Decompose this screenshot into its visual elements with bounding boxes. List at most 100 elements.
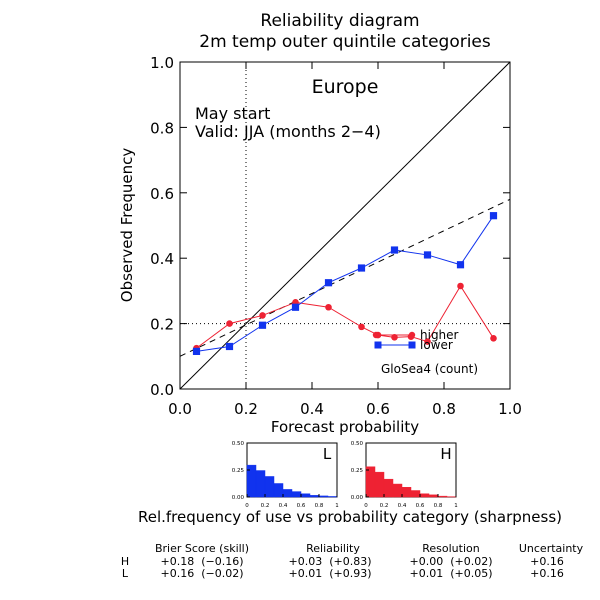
histogram-y-tick-label: 0.25 — [232, 468, 245, 474]
data-point-higher — [325, 303, 332, 311]
data-point-higher — [259, 312, 266, 319]
data-point-lower — [324, 279, 333, 287]
y-tick-label: 0.6 — [150, 185, 174, 203]
x-tick-label: 0.0 — [168, 400, 192, 418]
histogram-x-tick-label: 0.8 — [315, 503, 324, 509]
data-point-higher — [391, 334, 398, 341]
score-row-h-brier: +0.18 (−0.16) — [161, 555, 244, 568]
histogram-y-tick-label: 0.25 — [351, 468, 364, 474]
series-line-lower — [196, 215, 494, 352]
y-tick-label: 0.8 — [150, 119, 174, 137]
histogram-x-tick-label: 1 — [454, 503, 458, 509]
data-point-lower — [192, 347, 201, 355]
histogram-bar — [318, 495, 329, 498]
data-point-higher — [424, 338, 431, 345]
histogram-bar — [300, 493, 311, 498]
data-point-higher — [358, 323, 365, 331]
histogram-bar — [291, 491, 302, 498]
x-tick-label: 0.4 — [300, 400, 324, 418]
histogram-bar — [410, 490, 421, 498]
histogram-y-tick-label: 0.00 — [351, 495, 364, 501]
reference-lines — [179, 61, 511, 390]
score-table: Brier Score (skill) Reliability Resoluti… — [121, 542, 584, 580]
score-header-uncertainty: Uncertainty — [519, 542, 584, 555]
histogram-bar — [428, 494, 439, 498]
score-row-h-resolution: +0.00 (+0.02) — [410, 555, 493, 568]
y-tick-label: 1.0 — [150, 54, 174, 72]
data-point-higher — [457, 282, 464, 290]
histogram-x-tick-label: 0.2 — [380, 503, 389, 509]
histogram-bar — [327, 496, 338, 498]
y-axis-label: Observed Frequency — [118, 148, 136, 303]
histogram-bar — [255, 470, 266, 498]
histogram-y-tick-label: 0.50 — [351, 441, 364, 447]
skill-trend-line — [179, 198, 511, 357]
x-tick-label: 0.8 — [432, 400, 456, 418]
series-line-higher — [196, 285, 494, 349]
histogram-bar — [282, 489, 293, 498]
x-tick-label: 0.6 — [366, 400, 390, 418]
model-label: GloSea4 (count) — [381, 362, 478, 376]
data-point-higher — [226, 320, 233, 327]
score-row-h-reliability: +0.03 (+0.83) — [289, 555, 372, 568]
histogram-x-tick-label: 0.8 — [434, 503, 443, 509]
score-row-l-brier: +0.16 (−0.02) — [161, 567, 244, 580]
score-row-h-uncertainty: +0.16 — [530, 555, 564, 568]
legend-lower-marker-right — [408, 341, 416, 349]
histogram-bar — [383, 478, 394, 498]
x-tick-label: 0.2 — [234, 400, 258, 418]
score-row-l-uncertainty: +0.16 — [530, 567, 564, 580]
histogram-x-tick-label: 0.4 — [279, 503, 288, 509]
histogram-bar — [365, 466, 376, 498]
y-tick-label: 0.4 — [150, 250, 174, 268]
score-header-reliability: Reliability — [306, 542, 360, 555]
histogram-x-tick-label: 1 — [335, 503, 339, 509]
histogram-bar — [264, 476, 275, 498]
legend-higher-marker-right — [408, 331, 416, 339]
score-row-l-label: L — [122, 567, 129, 580]
histogram-y-tick-label: 0.50 — [232, 441, 245, 447]
histogram-bar — [437, 495, 448, 498]
perfect-reliability-diagonal — [179, 61, 511, 390]
histogram-x-tick-label: 0 — [364, 503, 368, 509]
legend-lower-marker-left — [374, 341, 382, 349]
score-row-l-resolution: +0.01 (+0.05) — [410, 567, 493, 580]
sharpness-caption: Rel.frequency of use vs probability cate… — [138, 508, 562, 526]
histogram-title: L — [323, 445, 332, 463]
histogram-x-tick-label: 0.2 — [261, 503, 270, 509]
data-point-lower — [489, 212, 498, 220]
data-point-lower — [258, 321, 267, 329]
y-tick-label: 0.2 — [150, 316, 174, 334]
plot-frame — [179, 61, 511, 390]
x-tick-label: 1.0 — [498, 400, 522, 418]
data-point-lower — [291, 303, 300, 311]
histogram-bar — [419, 493, 430, 498]
data-point-lower — [423, 251, 432, 259]
data-point-lower — [456, 261, 465, 269]
data-point-lower — [225, 342, 234, 351]
histogram-x-tick-label: 0.4 — [398, 503, 407, 509]
score-header-brier: Brier Score (skill) — [155, 542, 249, 555]
main-plot: 0.0 0.2 0.4 0.6 0.8 1.0 0.0 0.2 0.4 0.6 0.8 1.0 Eur… — [118, 54, 522, 436]
legend-higher-marker-left — [372, 331, 380, 339]
histogram-x-tick-label: 0.6 — [416, 503, 425, 509]
legend-lower-label: lower — [420, 338, 453, 352]
valid-label: Valid: JJA (months 2−4) — [195, 122, 381, 141]
legend-higher-label: higher — [420, 328, 459, 342]
region-label: Europe — [312, 76, 379, 98]
series-layer — [192, 212, 498, 355]
histogram-x-tick-label: 0 — [245, 503, 249, 509]
y-tick-label: 0.0 — [150, 381, 174, 399]
histogram-y-tick-label: 0.00 — [232, 495, 245, 501]
data-point-lower — [357, 264, 366, 272]
sharpness-histogram-lower: 0 0.2 0.4 0.6 0.8 1 0.00 0.25 0.50 L — [232, 441, 339, 509]
histogram-x-tick-label: 0.6 — [297, 503, 306, 509]
histogram-bar — [374, 471, 385, 498]
data-point-lower — [390, 246, 399, 254]
histogram-bar — [392, 483, 403, 498]
histogram-bar — [401, 487, 412, 498]
start-label: May start — [195, 104, 270, 123]
chart-title-line1: Reliability diagram — [260, 11, 419, 31]
histogram-bar — [273, 483, 284, 498]
